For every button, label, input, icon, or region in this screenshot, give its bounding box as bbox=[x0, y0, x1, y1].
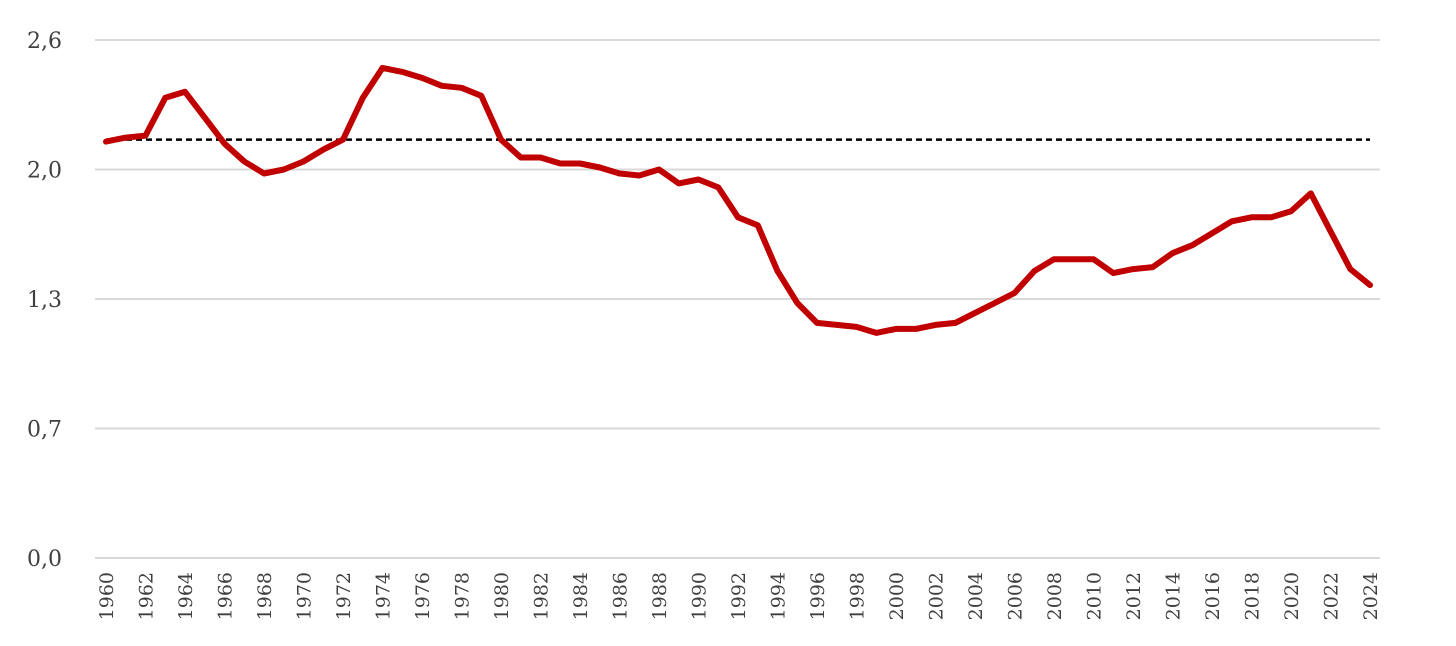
y-tick-label: 2,0 bbox=[27, 159, 62, 184]
x-tick-label: 1980 bbox=[491, 572, 513, 620]
x-tick-label: 1962 bbox=[136, 572, 158, 620]
x-tick-label: 2006 bbox=[1005, 572, 1027, 620]
y-tick-label: 1,3 bbox=[27, 288, 62, 313]
x-tick-label: 1990 bbox=[689, 572, 711, 620]
x-tick-label: 1988 bbox=[649, 572, 671, 620]
y-axis-ticks: 0,0 0,7 1,3 2,0 2,6 bbox=[27, 29, 62, 572]
x-tick-label: 2000 bbox=[886, 572, 908, 620]
x-axis-ticks: 1960 1962 1964 1966 1968 1970 1972 1974 1976 1978… bbox=[96, 572, 1382, 620]
x-tick-label: 1978 bbox=[452, 572, 474, 620]
x-tick-label: 1992 bbox=[728, 572, 750, 620]
x-tick-label: 2010 bbox=[1084, 572, 1106, 620]
x-tick-label: 2018 bbox=[1242, 572, 1264, 620]
x-tick-label: 1994 bbox=[768, 572, 790, 620]
x-tick-label: 2012 bbox=[1123, 572, 1145, 620]
y-tick-label: 2,6 bbox=[27, 29, 62, 54]
x-tick-label: 1996 bbox=[807, 572, 829, 620]
x-tick-label: 2004 bbox=[965, 572, 987, 620]
x-tick-label: 2016 bbox=[1202, 572, 1224, 620]
x-tick-label: 2014 bbox=[1163, 572, 1185, 620]
x-tick-label: 1960 bbox=[96, 572, 118, 620]
series-line bbox=[103, 64, 1373, 336]
x-tick-label: 1986 bbox=[610, 572, 632, 620]
x-tick-label: 1970 bbox=[294, 572, 316, 620]
x-tick-label: 1998 bbox=[847, 572, 869, 620]
x-tick-label: 1968 bbox=[254, 572, 276, 620]
x-tick-label: 1964 bbox=[175, 572, 197, 620]
x-tick-label: 1972 bbox=[333, 572, 355, 620]
x-tick-label: 2002 bbox=[926, 572, 948, 620]
x-tick-label: 1984 bbox=[570, 572, 592, 620]
y-tick-label: 0,7 bbox=[27, 418, 62, 443]
x-tick-label: 1966 bbox=[215, 572, 237, 620]
gridlines bbox=[95, 39, 1380, 559]
x-tick-label: 1982 bbox=[531, 572, 553, 620]
x-tick-label: 2008 bbox=[1044, 572, 1066, 620]
x-tick-label: 2020 bbox=[1281, 572, 1303, 620]
x-tick-label: 2024 bbox=[1360, 572, 1382, 620]
x-tick-label: 1974 bbox=[373, 572, 395, 620]
x-tick-label: 2022 bbox=[1321, 572, 1343, 620]
y-tick-label: 0,0 bbox=[27, 547, 62, 572]
x-tick-label: 1976 bbox=[412, 572, 434, 620]
